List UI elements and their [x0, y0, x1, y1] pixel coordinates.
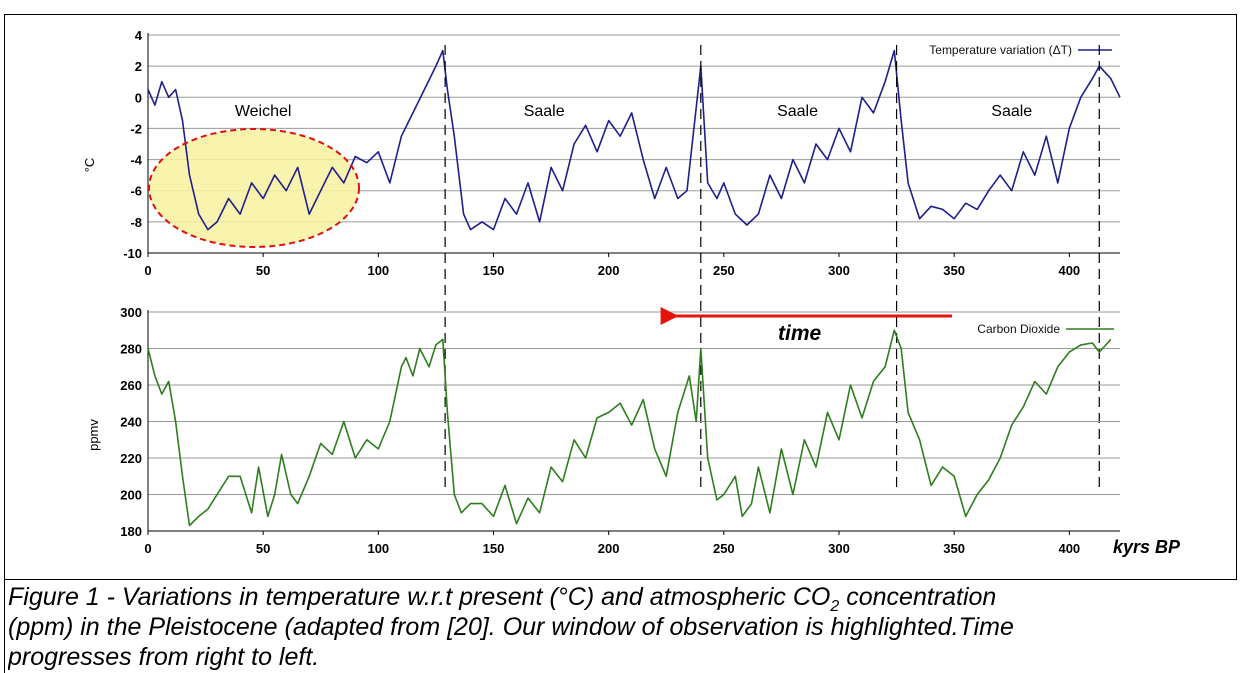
temperature-x-tick-label: 100	[367, 263, 389, 278]
time-arrow-label: time	[778, 322, 822, 345]
temperature-x-tick-label: 350	[943, 263, 965, 278]
co2-x-tick-label: 300	[828, 541, 850, 556]
temperature-y-axis-label: °C	[82, 158, 97, 173]
co2-x-tick-label: 100	[367, 541, 389, 556]
temperature-x-tick-labels: 0 50 100 150 200 250 300 350 400	[144, 263, 1080, 278]
co2-x-tick-label: 400	[1058, 541, 1080, 556]
caption-line-2: (ppm) in the Pleistocene (adapted from […	[8, 613, 1014, 641]
co2-x-tick-labels: 0 50 100 150 200 250 300 350 400	[144, 541, 1080, 556]
temperature-x-tick-label: 400	[1058, 263, 1080, 278]
co2-x-tick-label: 250	[713, 541, 735, 556]
temperature-x-tick-label: 300	[828, 263, 850, 278]
temperature-series-line	[147, 49, 1121, 231]
co2-y-axis-label: ppmv	[86, 419, 101, 451]
dashed-correlation-lines	[444, 45, 1100, 491]
temperature-y-tick-label: 0	[135, 90, 142, 105]
temperature-y-tick-label: -4	[130, 153, 142, 168]
co2-x-tick-label: 0	[144, 541, 151, 556]
temperature-x-tick-label: 250	[713, 263, 735, 278]
co2-y-tick-label: 240	[120, 415, 142, 430]
figure-frame-left	[4, 14, 5, 673]
temperature-y-tick-label: -10	[123, 246, 142, 261]
figure-caption: Figure 1 - Variations in temperature w.r…	[8, 582, 1230, 673]
caption-line-3: progresses from right to left.	[8, 643, 320, 671]
observation-window-outline	[148, 128, 360, 248]
co2-y-tick-label: 300	[120, 305, 142, 320]
period-label: Saale	[524, 103, 565, 120]
temperature-y-tick-label: -2	[130, 121, 142, 136]
figure-frame-right	[1236, 14, 1237, 579]
temperature-x-tick-label: 0	[144, 263, 151, 278]
co2-y-tick-label: 280	[120, 342, 142, 357]
temperature-y-tick-label: -8	[130, 215, 142, 230]
period-label: Saale	[777, 103, 818, 120]
figure-frame-top	[4, 14, 1236, 15]
caption-line-1: Figure 1 - Variations in temperature w.r…	[8, 583, 831, 611]
co2-y-tick-labels: 300 280 260 240 220 200 180	[120, 305, 142, 539]
co2-x-tick-label: 150	[483, 541, 505, 556]
co2-legend: Carbon Dioxide	[977, 322, 1114, 336]
co2-y-tick-label: 260	[120, 378, 142, 393]
temperature-y-tick-labels: 4 2 0 -2 -4 -6 -8 -10	[123, 28, 143, 261]
co2-legend-label: Carbon Dioxide	[977, 322, 1060, 336]
co2-x-tick-label: 200	[598, 541, 620, 556]
period-label: Weichel	[235, 103, 292, 120]
figure-frame-divider	[4, 579, 1237, 580]
co2-x-axis-label: kyrs BP	[1113, 537, 1181, 557]
caption-co2-subscript: 2	[830, 598, 840, 615]
temperature-x-tick-label: 200	[598, 263, 620, 278]
co2-y-tick-label: 220	[120, 451, 142, 466]
co2-x-tick-label: 50	[256, 541, 270, 556]
co2-y-tick-label: 200	[120, 488, 142, 503]
co2-gridlines	[147, 310, 1120, 535]
temperature-x-tick-label: 150	[483, 263, 505, 278]
figure-chart: 420-2-4-6-8-10 0 50 100 150 200 250 300 350 400 …	[82, 28, 1181, 557]
co2-series-line	[147, 329, 1112, 527]
temperature-legend-label: Temperature variation (ΔT)	[929, 43, 1072, 57]
caption-line-1-end: concentration	[839, 583, 997, 611]
period-label: Saale	[991, 103, 1032, 120]
temperature-y-tick-label: 2	[135, 59, 142, 74]
glacial-period-labels: Weichel Saale Saale Saale	[235, 103, 1032, 120]
temperature-y-tick-label: 4	[135, 28, 143, 43]
co2-x-tick-label: 350	[943, 541, 965, 556]
temperature-y-tick-label: -6	[130, 184, 142, 199]
co2-y-tick-label: 180	[120, 524, 142, 539]
temperature-legend: Temperature variation (ΔT)	[929, 43, 1112, 57]
temperature-x-tick-label: 50	[256, 263, 270, 278]
